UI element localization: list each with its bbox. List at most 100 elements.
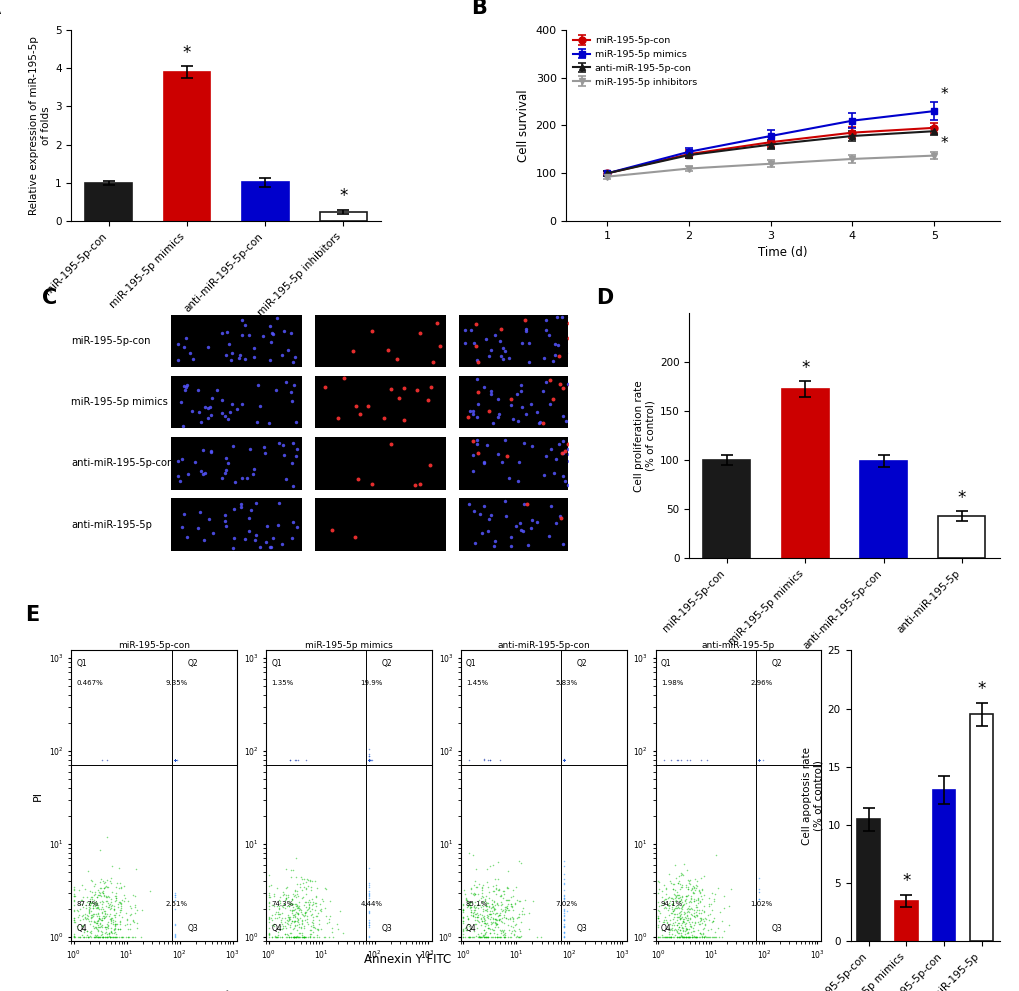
Point	[656, 909, 673, 925]
Point	[497, 910, 514, 926]
Point	[127, 861, 144, 877]
Point	[669, 930, 686, 945]
Point	[290, 919, 307, 935]
Point	[107, 905, 123, 921]
Point	[88, 884, 104, 900]
Point	[291, 910, 308, 926]
Point	[290, 894, 307, 910]
Point	[463, 900, 479, 916]
Point	[361, 752, 377, 768]
Point	[361, 752, 377, 768]
Point	[460, 898, 476, 914]
Point	[487, 901, 503, 917]
Point	[667, 889, 684, 905]
Point	[665, 886, 682, 902]
Point	[361, 930, 377, 945]
Point	[649, 873, 665, 889]
Point	[696, 917, 712, 933]
Point	[166, 917, 182, 933]
Point	[309, 927, 325, 942]
Point	[111, 914, 127, 930]
Point	[93, 912, 109, 928]
Point	[91, 911, 107, 927]
Point	[505, 928, 522, 943]
Point	[103, 895, 119, 911]
Point	[99, 879, 115, 895]
Point	[90, 906, 106, 922]
Point	[687, 877, 703, 893]
Point	[472, 899, 488, 915]
Point	[302, 872, 318, 888]
Point	[94, 896, 110, 912]
Point	[661, 893, 678, 909]
Point	[720, 899, 737, 915]
Point	[289, 930, 306, 945]
Point	[361, 752, 377, 768]
Point	[286, 913, 303, 929]
Point	[657, 900, 674, 916]
Point	[488, 895, 504, 911]
Point	[166, 892, 182, 908]
Point	[96, 887, 112, 903]
Point	[555, 752, 572, 768]
Point	[471, 930, 487, 945]
Point	[555, 930, 572, 945]
Point	[315, 929, 331, 944]
Point	[457, 886, 473, 902]
Point	[454, 902, 471, 918]
Point	[111, 894, 127, 910]
Point	[681, 752, 697, 768]
Point	[98, 930, 114, 945]
Point	[750, 881, 766, 897]
Point	[83, 930, 99, 945]
Point	[281, 926, 298, 941]
Point	[300, 917, 316, 933]
Point	[71, 913, 88, 929]
Point	[100, 914, 116, 930]
Point	[511, 930, 527, 945]
Point	[88, 920, 104, 936]
Bar	[242, 182, 288, 221]
Point	[673, 928, 689, 943]
Point	[679, 872, 695, 888]
Point	[454, 913, 471, 929]
Point	[685, 923, 701, 938]
Point	[500, 902, 517, 918]
Point	[277, 926, 293, 941]
Point	[499, 880, 516, 896]
Point	[299, 903, 315, 919]
Point	[485, 926, 501, 941]
Point	[361, 752, 377, 768]
Point	[91, 884, 107, 900]
Point	[695, 898, 711, 914]
Point	[307, 902, 323, 918]
Point	[293, 906, 310, 922]
Point	[87, 920, 103, 936]
Point	[701, 898, 717, 914]
Point	[695, 930, 711, 945]
Point	[750, 752, 766, 768]
Point	[300, 895, 316, 911]
Point	[273, 930, 289, 945]
Point	[124, 930, 141, 945]
Point	[107, 925, 123, 940]
Point	[288, 898, 305, 914]
Point	[750, 892, 766, 908]
Text: B: B	[471, 0, 486, 19]
Point	[92, 901, 108, 917]
Point	[485, 901, 501, 917]
Point	[690, 882, 706, 898]
Point	[495, 915, 512, 931]
Point	[555, 925, 572, 940]
Point	[686, 906, 702, 922]
Point	[304, 915, 320, 931]
Point	[680, 904, 696, 920]
Point	[283, 913, 300, 929]
Text: EdU: EdU	[369, 316, 392, 329]
Point	[481, 898, 497, 914]
Point	[555, 925, 572, 940]
Point	[361, 752, 377, 768]
Point	[555, 752, 572, 768]
Text: Q1: Q1	[466, 659, 476, 668]
Point	[96, 889, 112, 905]
